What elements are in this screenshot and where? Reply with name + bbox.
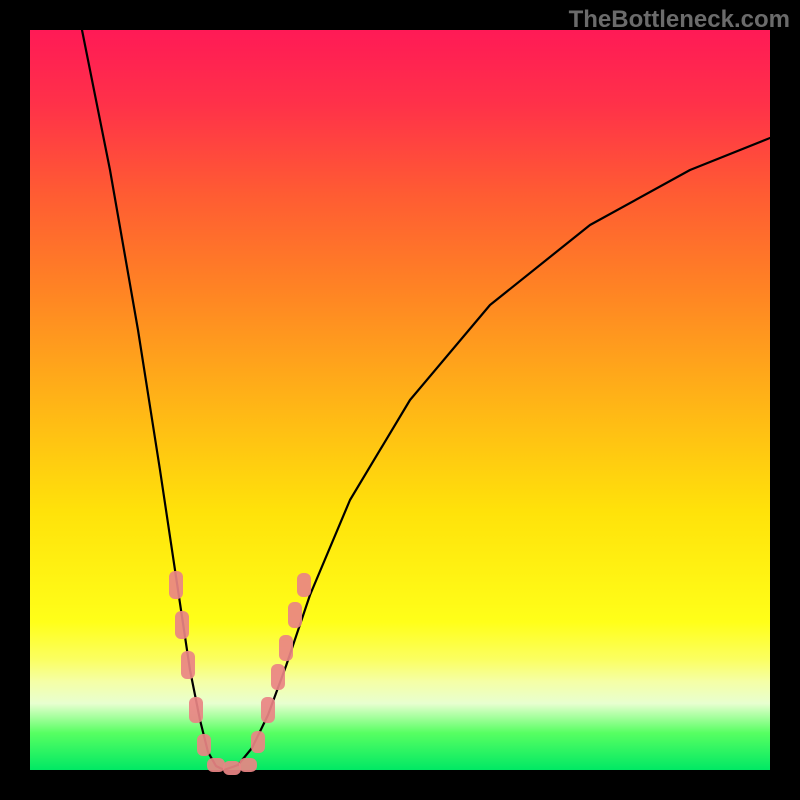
chart-frame: TheBottleneck.com bbox=[0, 0, 800, 800]
data-marker bbox=[288, 602, 302, 628]
data-marker bbox=[271, 664, 285, 690]
data-marker bbox=[169, 571, 183, 599]
plot-area bbox=[30, 30, 770, 770]
bottleneck-curve bbox=[30, 30, 770, 770]
data-marker bbox=[297, 573, 311, 597]
data-marker bbox=[239, 758, 257, 772]
data-marker bbox=[261, 697, 275, 723]
data-marker bbox=[197, 734, 211, 756]
data-marker bbox=[189, 697, 203, 723]
data-marker bbox=[181, 651, 195, 679]
data-marker bbox=[279, 635, 293, 661]
data-marker bbox=[251, 731, 265, 753]
data-marker bbox=[175, 611, 189, 639]
